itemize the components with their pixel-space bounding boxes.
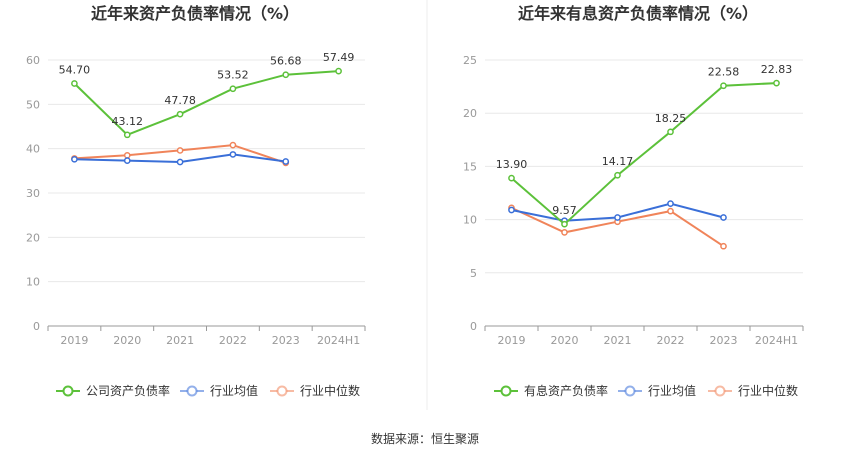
legend-marker-icon: [714, 385, 726, 397]
legend-label: 行业均值: [210, 383, 258, 398]
data-point: [229, 141, 237, 149]
legend-label: 行业均值: [648, 383, 696, 398]
data-point: [720, 214, 727, 221]
data-label: 57.49: [323, 51, 355, 64]
y-tick-label: 50: [26, 98, 40, 111]
legend-label: 行业中位数: [738, 383, 798, 398]
data-point: [561, 220, 568, 228]
x-tick-label: 2022: [219, 334, 247, 347]
y-tick-label: 0: [33, 320, 40, 333]
data-point: [508, 206, 515, 214]
data-point: [176, 110, 184, 118]
x-tick-label: 2021: [166, 334, 194, 347]
y-tick-label: 10: [26, 276, 40, 289]
y-tick-label: 0: [470, 320, 477, 333]
legend-item[interactable]: 行业中位数: [708, 383, 798, 398]
series-line: [510, 82, 777, 226]
data-point: [614, 171, 621, 179]
series-line: [511, 206, 725, 248]
data-point: [508, 174, 515, 182]
data-label: 43.12: [112, 115, 144, 128]
legend-marker-icon: [276, 385, 288, 397]
data-point: [71, 155, 78, 163]
data-point: [282, 71, 290, 79]
legend-marker-icon: [62, 385, 74, 397]
data-point: [614, 214, 621, 221]
y-tick-label: 30: [26, 187, 40, 200]
y-tick-label: 60: [26, 54, 40, 67]
legend-item[interactable]: 行业均值: [618, 383, 696, 398]
data-label: 47.78: [164, 94, 196, 107]
x-tick-label: 2023: [710, 334, 738, 347]
data-label: 22.58: [708, 66, 740, 79]
data-point: [773, 79, 780, 87]
data-point: [667, 207, 674, 215]
legend-item[interactable]: 有息资产负债率: [494, 383, 608, 398]
y-tick-label: 10: [463, 214, 477, 227]
chart-title: 近年来资产负债率情况（%）: [91, 4, 299, 23]
x-tick-label: 2024H1: [317, 334, 360, 347]
legend-item[interactable]: 行业均值: [180, 383, 258, 398]
y-tick-label: 15: [463, 160, 477, 173]
data-point: [282, 158, 290, 165]
data-label: 53.52: [217, 69, 249, 82]
data-point: [335, 67, 342, 75]
y-tick-label: 40: [26, 143, 40, 156]
legend-marker-icon: [186, 385, 198, 397]
x-tick-label: 2020: [113, 334, 141, 347]
data-label: 13.90: [496, 158, 528, 171]
debt-ratio-chart: 近年来资产负债率情况（%） 0 10 20 30 40 50 60 2019 2020 2021 20…: [26, 4, 366, 398]
y-tick-label: 5: [470, 267, 477, 280]
data-point: [123, 131, 131, 139]
data-point: [229, 151, 237, 158]
x-tick-label: 2021: [604, 334, 632, 347]
x-tick-label: 2023: [272, 334, 300, 347]
data-point: [561, 229, 568, 236]
legend-marker-icon: [500, 385, 512, 397]
interest-debt-ratio-chart: 近年来有息资产负债率情况（%） 0 5 10 15 20 25 2019 2020 2021 202…: [463, 4, 804, 398]
y-tick-label: 20: [463, 107, 477, 120]
data-label: 14.17: [602, 155, 634, 168]
data-point: [667, 128, 674, 136]
data-point: [176, 158, 184, 166]
y-tick-label: 20: [26, 231, 40, 244]
x-tick-label: 2019: [60, 334, 88, 347]
legend-item[interactable]: 公司资产负债率: [56, 383, 170, 398]
data-point: [71, 80, 78, 87]
data-point: [176, 147, 184, 154]
data-point: [720, 242, 727, 250]
y-tick-label: 25: [463, 54, 477, 67]
data-point: [720, 82, 727, 90]
x-tick-label: 2020: [551, 334, 579, 347]
data-label: 22.83: [761, 63, 793, 76]
legend-label: 有息资产负债率: [524, 383, 608, 398]
data-label: 56.68: [270, 55, 302, 68]
chart-title: 近年来有息资产负债率情况（%）: [518, 4, 758, 23]
x-tick-label: 2022: [657, 334, 685, 347]
legend-marker-icon: [624, 385, 636, 397]
data-label: 54.70: [59, 63, 91, 76]
data-point: [123, 151, 131, 159]
legend-label: 行业中位数: [300, 383, 360, 398]
data-point: [123, 157, 131, 164]
series-line: [73, 70, 339, 136]
data-source-label: 数据来源：恒生聚源: [371, 431, 479, 446]
legend-item[interactable]: 行业中位数: [270, 383, 360, 398]
data-point: [667, 200, 674, 207]
legend-label: 公司资产负债率: [86, 383, 170, 398]
x-tick-label: 2019: [498, 334, 526, 347]
data-label: 9.57: [552, 204, 577, 217]
data-point: [229, 85, 237, 93]
data-label: 18.25: [655, 112, 687, 125]
x-tick-label: 2024H1: [755, 334, 798, 347]
